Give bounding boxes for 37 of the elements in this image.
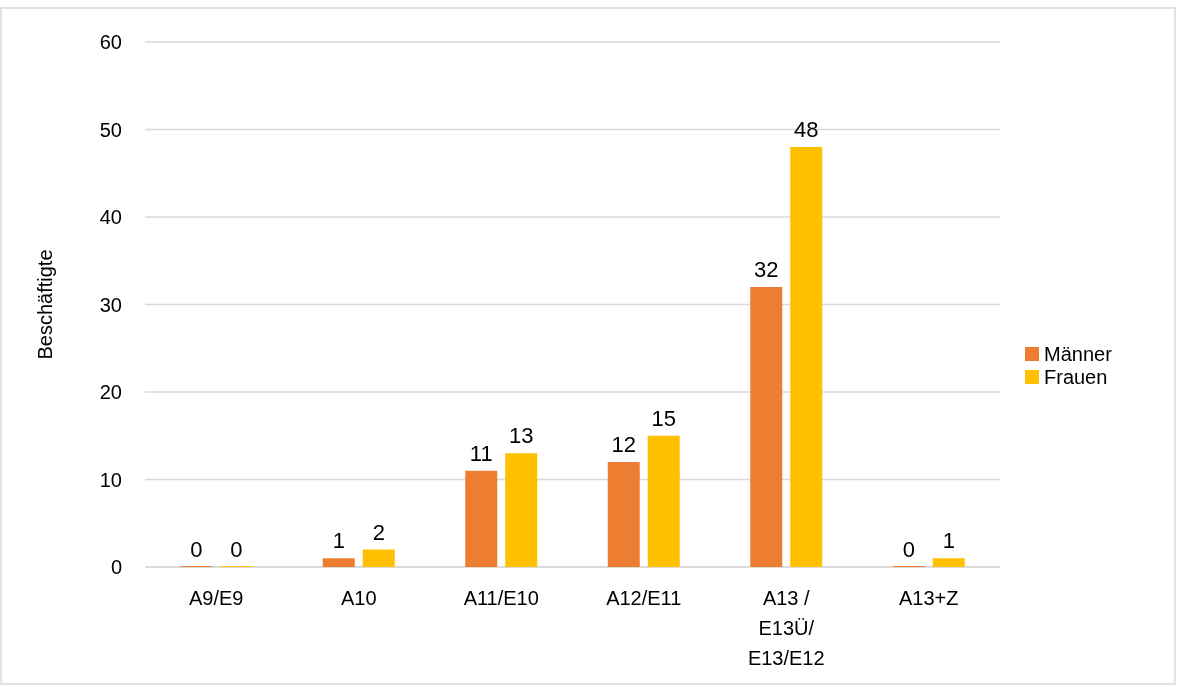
y-tick-label: 10 <box>99 468 122 491</box>
bar <box>932 558 965 567</box>
bar <box>362 549 395 567</box>
x-tick-label: A10 <box>340 587 377 609</box>
data-label: 48 <box>794 117 819 142</box>
legend-label: Frauen <box>1044 366 1108 388</box>
y-tick-label: 20 <box>99 381 122 403</box>
bar <box>750 287 783 567</box>
bar <box>790 147 823 567</box>
bar <box>647 435 680 567</box>
data-label: 0 <box>902 537 915 562</box>
y-tick-label: 50 <box>99 118 122 141</box>
bar <box>465 470 498 567</box>
y-tick-label: 40 <box>99 206 122 228</box>
data-label: 12 <box>611 432 636 457</box>
x-tick-label: A13+Z <box>899 587 959 609</box>
data-label: 1 <box>332 528 345 554</box>
data-label: 32 <box>754 257 779 282</box>
y-axis-title: Beschäftigte <box>34 249 56 360</box>
x-tick-label: A9/E9 <box>189 587 244 609</box>
data-label: 13 <box>509 423 534 449</box>
data-label: 0 <box>230 537 243 562</box>
x-tick-label: A13 / E13Ü/ E13/E12 <box>747 587 825 669</box>
y-tick-label: 0 <box>110 556 122 578</box>
x-tick-label: A12/E11 <box>606 587 682 609</box>
y-tick-label: 60 <box>99 31 122 53</box>
bar <box>505 453 538 567</box>
legend-label: Männer <box>1044 343 1113 365</box>
y-tick-label: 30 <box>99 293 122 316</box>
x-tick-label: A11/E10 <box>463 587 539 609</box>
bar <box>607 462 640 567</box>
data-label: 0 <box>190 537 203 562</box>
bar <box>322 558 355 567</box>
data-label: 1 <box>942 528 955 554</box>
data-label: 11 <box>469 440 493 466</box>
data-label: 15 <box>651 405 676 431</box>
data-label: 2 <box>372 519 385 545</box>
